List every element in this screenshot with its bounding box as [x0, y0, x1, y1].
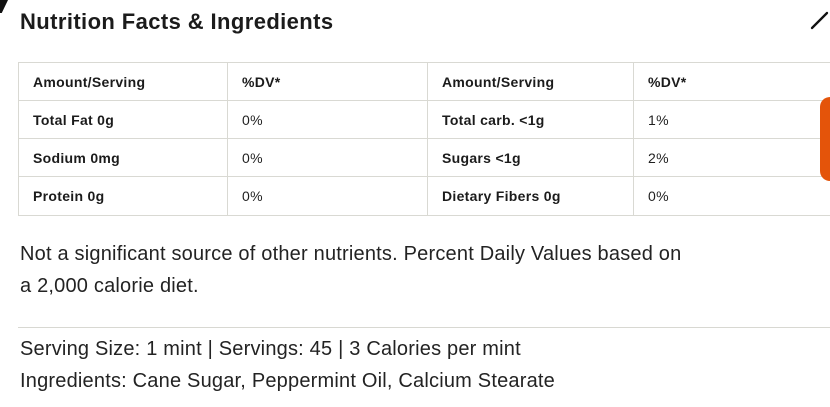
- nutrient-dv: 0%: [228, 101, 428, 139]
- nutrient-name: Sodium 0mg: [19, 139, 228, 177]
- nutrient-dv: 0%: [228, 139, 428, 177]
- collapse-section-button[interactable]: [806, 8, 830, 32]
- nutrient-dv: 1%: [634, 101, 830, 139]
- nutrient-name: Dietary Fibers 0g: [428, 177, 634, 215]
- side-action-button[interactable]: [820, 97, 830, 181]
- column-header: Amount/Serving: [428, 63, 634, 101]
- nutrient-name: Total carb. <1g: [428, 101, 634, 139]
- column-header: %DV*: [634, 63, 830, 101]
- nutrition-facts-table: Amount/Serving %DV* Amount/Serving %DV* …: [18, 62, 830, 216]
- serving-and-ingredients: Serving Size: 1 mint | Servings: 45 | 3 …: [20, 333, 555, 397]
- cut-off-fragment: [0, 0, 8, 13]
- nutrient-name: Total Fat 0g: [19, 101, 228, 139]
- chevron-up-icon: [810, 11, 829, 30]
- ingredients-line: Ingredients: Cane Sugar, Peppermint Oil,…: [20, 370, 556, 392]
- column-header: %DV*: [228, 63, 428, 101]
- section-title: Nutrition Facts & Ingredients: [20, 9, 334, 34]
- footnote-line: Not a significant source of other nutrie…: [20, 243, 682, 265]
- nutrient-dv: 2%: [634, 139, 830, 177]
- footnote-line: a 2,000 calorie diet.: [20, 275, 199, 297]
- serving-size-line: Serving Size: 1 mint | Servings: 45 | 3 …: [20, 338, 521, 360]
- nutrient-dv: 0%: [634, 177, 830, 215]
- daily-values-footnote: Not a significant source of other nutrie…: [20, 238, 681, 302]
- nutrient-dv: 0%: [228, 177, 428, 215]
- section-divider: [18, 327, 830, 328]
- nutrient-name: Protein 0g: [19, 177, 228, 215]
- column-header: Amount/Serving: [19, 63, 228, 101]
- nutrient-name: Sugars <1g: [428, 139, 634, 177]
